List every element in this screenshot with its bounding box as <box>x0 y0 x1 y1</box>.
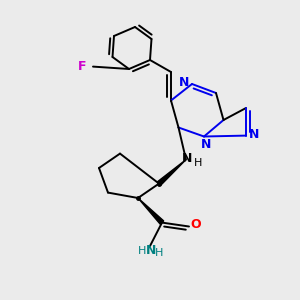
Text: H: H <box>155 248 163 259</box>
Polygon shape <box>158 160 186 185</box>
Text: H: H <box>137 245 146 256</box>
Text: N: N <box>201 138 212 152</box>
Text: N: N <box>146 244 156 257</box>
Text: H: H <box>194 158 202 168</box>
Text: O: O <box>190 218 201 231</box>
Text: N: N <box>179 76 190 89</box>
Text: F: F <box>78 60 86 73</box>
Text: N: N <box>182 152 193 165</box>
Text: N: N <box>249 128 260 142</box>
Polygon shape <box>138 198 164 224</box>
